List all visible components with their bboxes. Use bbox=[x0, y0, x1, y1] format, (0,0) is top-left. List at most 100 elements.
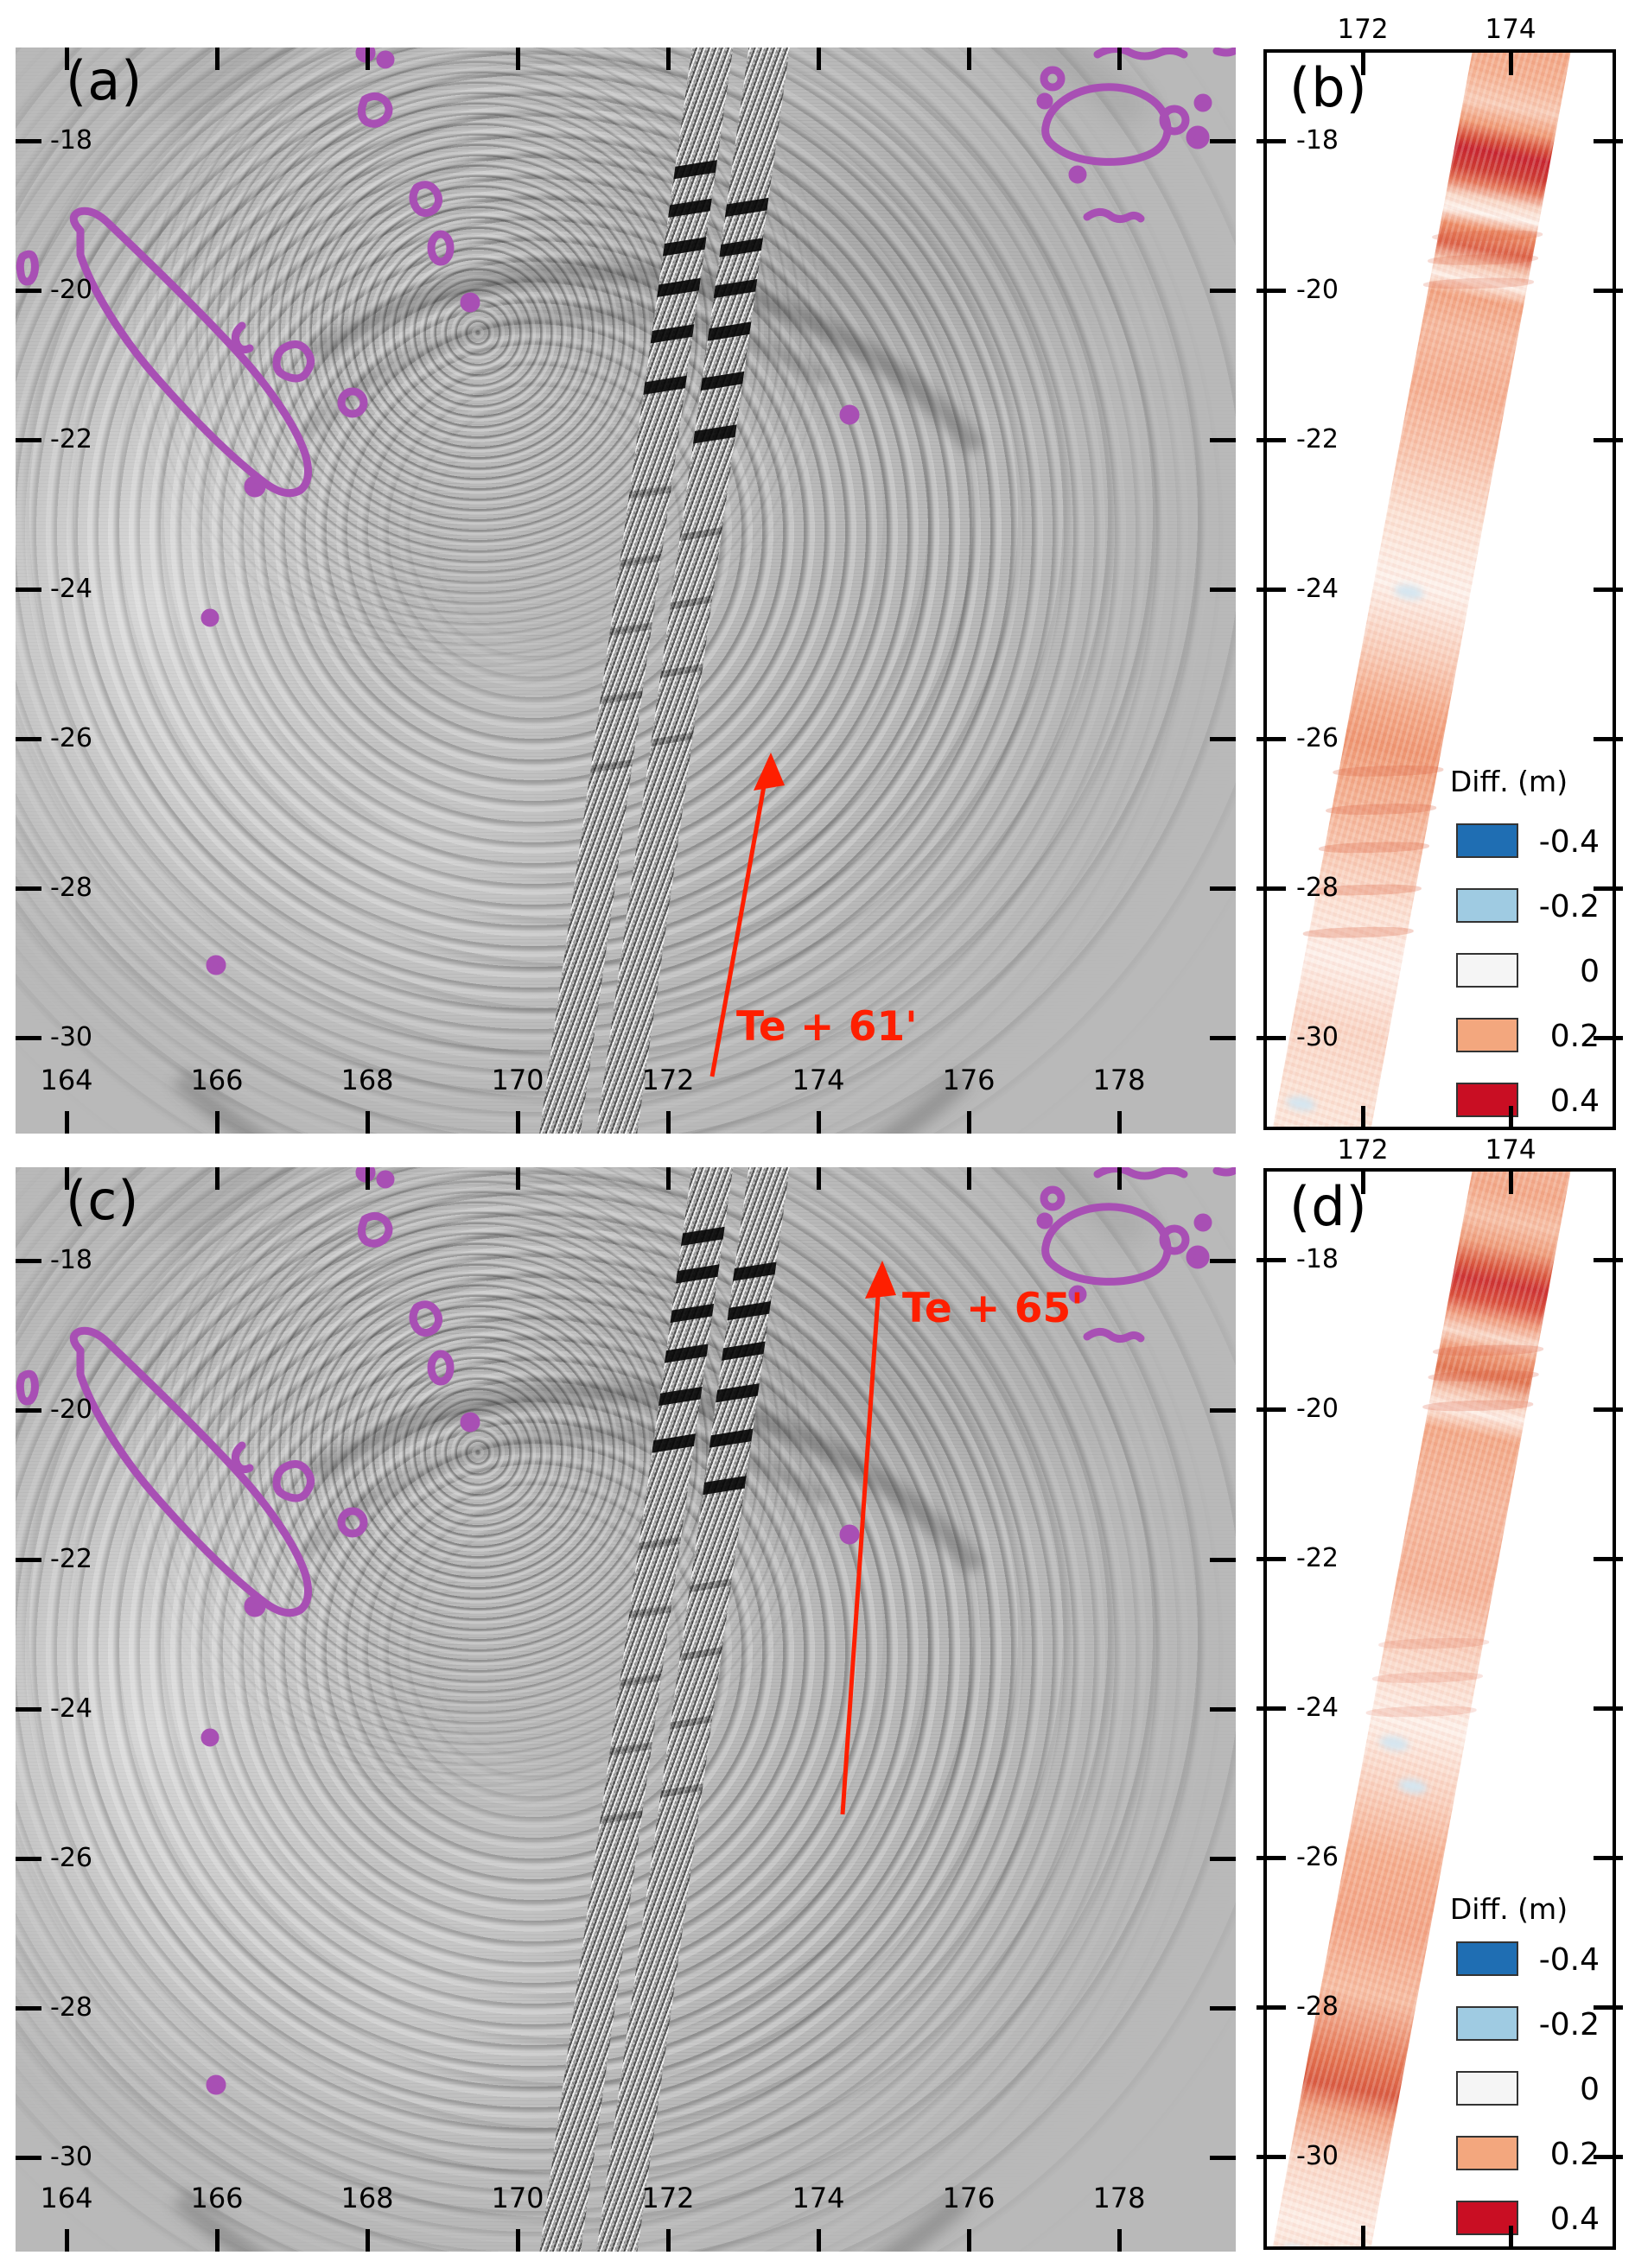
y-tick-mark-left bbox=[1256, 1856, 1286, 1860]
legend-swatch bbox=[1456, 1018, 1518, 1052]
y-tick-label: -26 bbox=[1296, 1842, 1339, 1872]
x-tick-mark-top bbox=[666, 1167, 671, 1190]
legend-label: -0.2 bbox=[1538, 889, 1600, 924]
x-tick-mark-bottom bbox=[366, 2229, 370, 2252]
x-tick-mark-bottom bbox=[666, 1111, 671, 1134]
x-tick-mark-top bbox=[366, 1167, 370, 1190]
y-tick-mark-right bbox=[1594, 438, 1623, 442]
x-tick-mark-top bbox=[817, 48, 821, 70]
y-tick-label: -28 bbox=[1296, 873, 1339, 903]
x-tick-mark-bottom bbox=[1509, 1106, 1513, 1128]
panel-letter: (a) bbox=[66, 49, 143, 112]
legend-swatch bbox=[1456, 823, 1518, 858]
x-tick-label: 178 bbox=[1092, 1064, 1146, 1096]
y-tick-label: -24 bbox=[50, 574, 92, 604]
x-tick-mark-top bbox=[1117, 1167, 1122, 1190]
x-tick-mark-top bbox=[65, 48, 69, 70]
x-tick-label: 168 bbox=[340, 1064, 394, 1096]
panel-letter: (d) bbox=[1289, 1175, 1368, 1238]
y-tick-mark-left bbox=[1256, 139, 1286, 143]
x-tick-mark-top bbox=[666, 48, 671, 70]
y-tick-mark-left bbox=[16, 2156, 41, 2160]
y-tick-mark-left bbox=[1256, 1557, 1286, 1561]
y-tick-mark-left bbox=[1256, 886, 1286, 891]
y-tick-mark-right bbox=[1594, 2155, 1623, 2159]
y-tick-label: -24 bbox=[50, 1693, 92, 1724]
y-tick-mark-left bbox=[16, 289, 41, 293]
y-tick-label: -22 bbox=[1296, 1543, 1339, 1573]
y-tick-mark-right bbox=[1210, 1707, 1236, 1712]
legend-swatch bbox=[1456, 2201, 1518, 2235]
legend-swatch bbox=[1456, 1083, 1518, 1117]
y-tick-mark-right bbox=[1210, 886, 1236, 891]
y-tick-mark-right bbox=[1594, 289, 1623, 293]
x-tick-mark-bottom bbox=[817, 2229, 821, 2252]
x-tick-mark-top bbox=[817, 1167, 821, 1190]
y-tick-label: -22 bbox=[1296, 424, 1339, 454]
y-tick-label: -26 bbox=[50, 723, 92, 753]
x-tick-mark-bottom bbox=[215, 2229, 219, 2252]
y-tick-label: -18 bbox=[1296, 1244, 1339, 1274]
x-tick-label-bottom: 174 bbox=[1485, 1134, 1536, 1166]
y-tick-label: -20 bbox=[50, 1394, 92, 1425]
legend-swatch bbox=[1456, 2006, 1518, 2041]
y-tick-label: -28 bbox=[50, 1992, 92, 2023]
y-tick-label: -24 bbox=[1296, 574, 1339, 604]
legend-label: -0.2 bbox=[1538, 2007, 1600, 2042]
y-tick-label: -20 bbox=[50, 275, 92, 305]
y-tick-label: -30 bbox=[1296, 1022, 1339, 1052]
y-tick-mark-left bbox=[16, 438, 41, 442]
y-tick-mark-right bbox=[1594, 1706, 1623, 1711]
legend-label: 0 bbox=[1580, 2072, 1600, 2107]
diff-panel-b: (b) Diff. (m) -0.4 -0.2 0 0.2 0.4 172 172… bbox=[1256, 16, 1623, 1164]
panel-letter: (b) bbox=[1289, 56, 1368, 119]
legend-swatch bbox=[1456, 953, 1518, 988]
x-tick-mark-bottom bbox=[817, 1111, 821, 1134]
y-tick-label: -22 bbox=[50, 1544, 92, 1574]
y-tick-mark-right bbox=[1210, 1857, 1236, 1861]
y-tick-label: -28 bbox=[50, 873, 92, 903]
y-tick-label: -30 bbox=[50, 1022, 92, 1052]
x-tick-mark-top bbox=[1361, 1172, 1365, 1194]
y-tick-label: -28 bbox=[1296, 1992, 1339, 2022]
legend-label: 0.2 bbox=[1549, 1019, 1600, 1054]
y-tick-mark-right bbox=[1594, 1856, 1623, 1860]
y-tick-mark-left bbox=[16, 1259, 41, 1263]
time-annotation: Te + 61' bbox=[736, 1003, 918, 1051]
y-tick-label: -30 bbox=[50, 2142, 92, 2172]
y-tick-mark-left bbox=[1256, 1407, 1286, 1412]
legend-title: Diff. (m) bbox=[1449, 765, 1568, 798]
y-tick-label: -24 bbox=[1296, 1693, 1339, 1723]
y-tick-mark-right bbox=[1210, 139, 1236, 143]
legend-title: Diff. (m) bbox=[1449, 1892, 1568, 1926]
legend-label: -0.4 bbox=[1538, 1942, 1600, 1978]
x-tick-mark-bottom bbox=[65, 1111, 69, 1134]
y-tick-mark-right bbox=[1210, 1408, 1236, 1413]
x-tick-mark-top bbox=[215, 1167, 219, 1190]
y-tick-mark-left bbox=[1256, 1258, 1286, 1262]
y-tick-mark-right bbox=[1594, 588, 1623, 592]
y-tick-label: -22 bbox=[50, 424, 92, 454]
x-tick-label: 166 bbox=[190, 2182, 244, 2214]
x-tick-mark-bottom bbox=[967, 2229, 971, 2252]
y-tick-mark-right bbox=[1594, 139, 1623, 143]
y-tick-mark-right bbox=[1594, 737, 1623, 741]
x-tick-mark-top bbox=[366, 48, 370, 70]
legend-label: 0.4 bbox=[1549, 1083, 1600, 1119]
map-panel-c: Te + 65' (c) 164 166 168 170 172 174 176 178 -18… bbox=[16, 1167, 1236, 2252]
coastline-contours bbox=[16, 48, 1236, 975]
x-tick-mark-top bbox=[1509, 53, 1513, 75]
y-tick-label: -26 bbox=[1296, 723, 1339, 753]
y-tick-mark-left bbox=[1256, 1036, 1286, 1040]
y-tick-label: -26 bbox=[50, 1843, 92, 1873]
y-tick-mark-right bbox=[1594, 886, 1623, 891]
x-tick-mark-bottom bbox=[1361, 2226, 1365, 2248]
y-tick-label: -30 bbox=[1296, 2141, 1339, 2171]
y-tick-label: -18 bbox=[50, 1245, 92, 1275]
x-tick-label: 170 bbox=[491, 1064, 544, 1096]
x-tick-mark-bottom bbox=[215, 1111, 219, 1134]
x-tick-label: 164 bbox=[40, 1064, 93, 1096]
y-tick-mark-left bbox=[16, 139, 41, 143]
y-tick-label: -18 bbox=[50, 125, 92, 156]
